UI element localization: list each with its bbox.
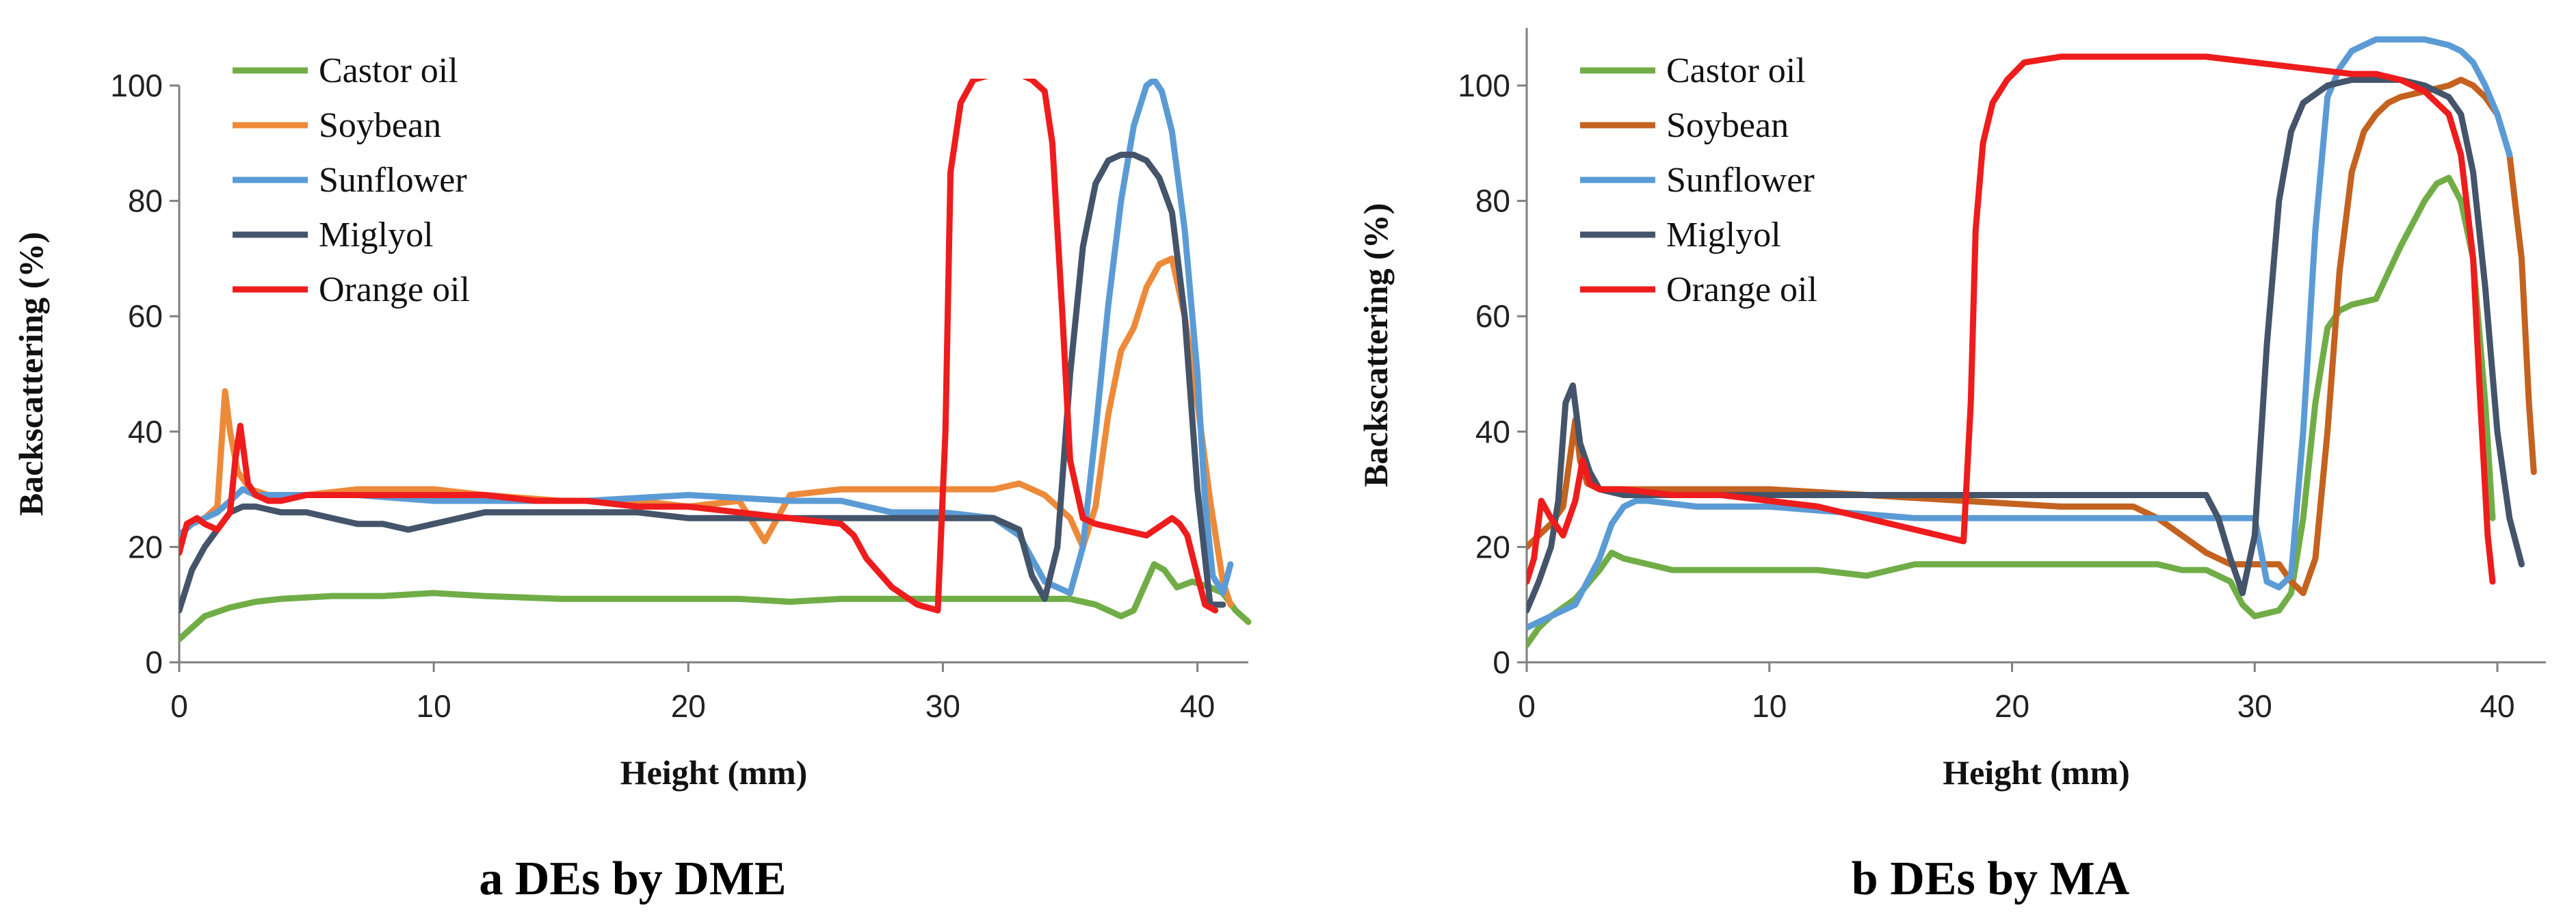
chart-b-plot-area: 0 20 40 60 80 100 0 10 20 30 40 Height (mm) Backscat…	[1356, 27, 2546, 792]
chart-a: 0 20 40 60 80 100 0 10 20 30 40 Height (mm) Backscat…	[12, 51, 1252, 905]
chart-a-y-tick-label: 20	[128, 529, 163, 564]
chart-b-x-tick-label: 20	[1995, 688, 2029, 724]
chart-b-x-tick-label: 30	[2237, 688, 2272, 724]
chart-a-y-tick-label: 0	[145, 645, 163, 680]
chart-b-series-castor-oil	[1527, 174, 2496, 649]
chart-a-y-tick-label: 60	[128, 298, 163, 334]
chart-a-legend-label: Miglyol	[319, 216, 434, 255]
chart-b-x-tick-label: 0	[1518, 688, 1536, 724]
chart-b-x-axis-title: Height (mm)	[1943, 753, 2130, 792]
chart-a-x-tick-label: 0	[170, 688, 188, 724]
chart-a-plot-area: 0 20 40 60 80 100 0 10 20 30 40 Height (mm) Backscat…	[12, 51, 1252, 792]
chart-a-x-tick-label: 10	[417, 688, 451, 724]
chart-b-y-axis-title: Backscattering (%)	[1356, 203, 1395, 487]
chart-a-caption: a DEs by DME	[479, 853, 786, 905]
chart-a-y-tick-label: 100	[110, 68, 163, 103]
chart-b-y-tick-label: 60	[1475, 298, 1510, 334]
chart-a-legend-label: Castor oil	[319, 51, 458, 90]
chart-b-y-tick-label: 20	[1475, 529, 1510, 564]
chart-b-legend-label: Castor oil	[1666, 51, 1806, 90]
chart-b-y-tick-label: 100	[1458, 68, 1510, 103]
chart-b-x-tick-label: 40	[2480, 688, 2514, 724]
chart-a-x-tick-label: 20	[671, 688, 706, 724]
chart-a-x-axis-title: Height (mm)	[620, 753, 808, 792]
chart-a-legend-label: Sunflower	[319, 161, 467, 200]
chart-a-y-tick-label: 40	[128, 414, 163, 450]
chart-a-series-castor-oil	[179, 561, 1252, 642]
chart-b: 0 20 40 60 80 100 0 10 20 30 40 Height (mm) Backscat…	[1356, 27, 2546, 905]
chart-b-legend-label: Soybean	[1666, 106, 1789, 145]
chart-b-legend-label: Orange oil	[1666, 270, 1817, 309]
chart-b-y-tick-label: 40	[1475, 414, 1510, 450]
chart-a-y-axis-title: Backscattering (%)	[12, 232, 50, 516]
chart-b-series-sunflower	[1527, 36, 2513, 631]
chart-b-series-orange-oil	[1527, 53, 2496, 585]
chart-a-legend-label: Orange oil	[319, 270, 470, 309]
chart-b-x-tick-label: 10	[1752, 688, 1787, 724]
chart-b-y-tick-label: 80	[1475, 183, 1510, 219]
chart-a-x-tick-label: 40	[1180, 688, 1215, 724]
chart-b-legend-label: Sunflower	[1666, 161, 1815, 200]
chart-a-series-orange-oil	[179, 79, 1219, 614]
chart-b-series-miglyol	[1527, 77, 2525, 614]
chart-a-series-soybean	[179, 255, 1234, 608]
chart-a-y-tick-label: 80	[128, 183, 163, 219]
chart-a-legend-label: Soybean	[319, 106, 441, 145]
chart-b-legend-label: Miglyol	[1666, 216, 1781, 255]
chart-a-x-tick-label: 30	[925, 688, 960, 724]
chart-b-y-tick-label: 0	[1493, 645, 1510, 680]
chart-b-caption: b DEs by MA	[1852, 853, 2130, 905]
